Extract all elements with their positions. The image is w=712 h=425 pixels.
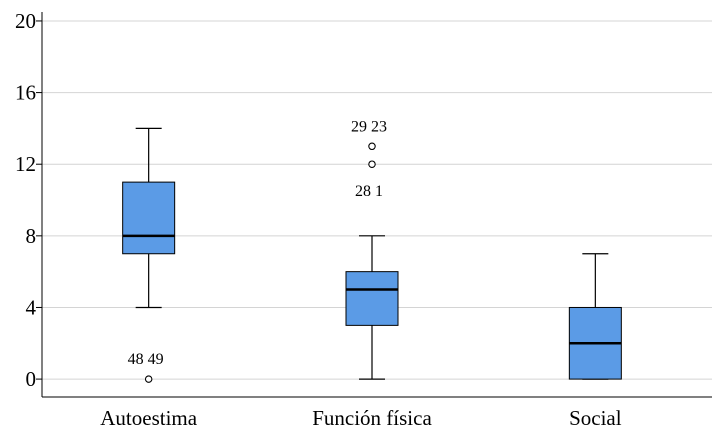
y-tick-label-16: 16: [15, 81, 36, 105]
iqr-box: [122, 181, 176, 255]
box-social: [568, 253, 622, 380]
y-tick-label-4: 4: [26, 295, 37, 319]
outlier-point: [144, 375, 153, 383]
outlier-label: 29 23: [351, 118, 387, 135]
y-tick-label-0: 0: [26, 367, 37, 391]
outlier-label: 28 1: [355, 183, 383, 200]
y-tick-label-20: 20: [15, 9, 36, 33]
iqr-box: [345, 271, 399, 326]
y-tick-label-8: 8: [26, 224, 37, 248]
x-category-label-funci-n-f-sica: Función física: [312, 406, 432, 425]
labels: 0 4 8 12 16 20 48 49 28 1 29 23 Autoestima Función…: [15, 9, 622, 425]
outlier-point: [368, 142, 376, 151]
y-tick-label-12: 12: [15, 152, 36, 176]
box-autoestima: [122, 127, 176, 383]
outlier-label: 48 49: [128, 351, 164, 368]
x-category-label-autoestima: Autoestima: [100, 406, 197, 425]
box-funci-n-f-sica: [345, 142, 399, 380]
axes: [36, 12, 712, 398]
boxes: [122, 127, 622, 383]
outlier-point: [368, 160, 376, 168]
x-category-label-social: Social: [569, 406, 622, 425]
